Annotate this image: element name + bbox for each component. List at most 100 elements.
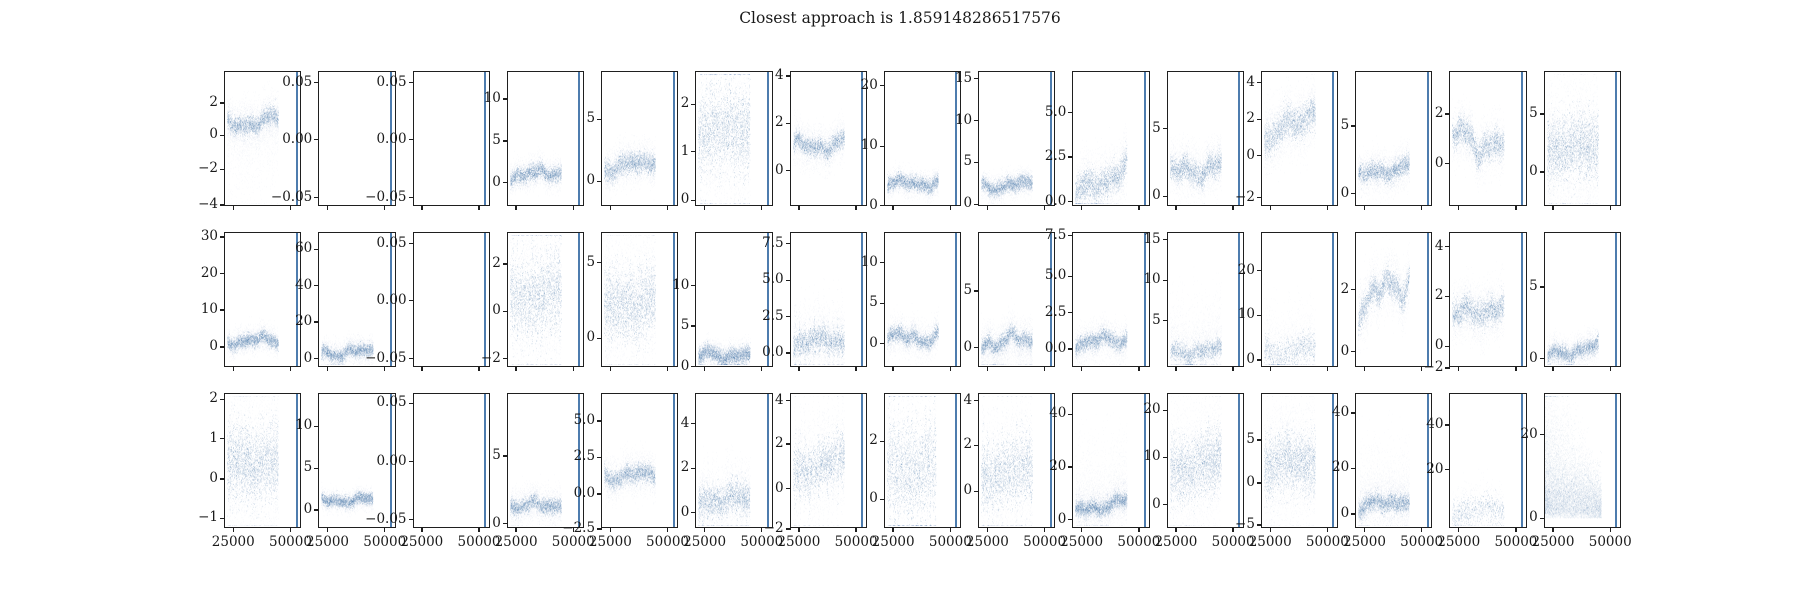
y-tick-label: 0 (1434, 337, 1444, 354)
y-tick-mark (691, 423, 697, 425)
y-tick-label: 5 (1152, 311, 1161, 328)
x-tick-label: 25000 (777, 534, 821, 550)
x-tick-mark (1458, 527, 1460, 532)
x-tick-mark (384, 366, 386, 371)
vertical-marker-line (295, 394, 298, 527)
x-tick-mark (1080, 366, 1083, 371)
y-tick-mark (1068, 156, 1074, 158)
y-tick-mark (691, 103, 697, 106)
subplot-r3c4: 5 0 25000 50000 (492, 393, 595, 550)
y-tick-mark (974, 400, 980, 402)
x-tick-mark (326, 366, 329, 371)
scatter-points (602, 72, 678, 205)
x-tick-mark (289, 205, 292, 210)
subplot-grid: 2 0 −2 −4 0.05 0.00 −0.05 0.05 0.00 −0.05 10 5 0 5 0 2 1… (198, 68, 1632, 550)
x-tick-mark (572, 527, 574, 532)
x-tick-label: 50000 (1305, 534, 1349, 550)
y-tick-label: 0 (1246, 350, 1255, 367)
scatter-points (1073, 394, 1149, 527)
y-tick-mark (502, 98, 508, 100)
x-tick-mark (1326, 527, 1329, 532)
subplot-r3c8: 2 0 25000 50000 (869, 393, 972, 550)
vertical-marker-line (1426, 233, 1429, 366)
y-tick-label: 0 (209, 338, 218, 355)
scatter-points (1450, 72, 1526, 205)
x-tick-mark (421, 366, 423, 371)
subplot-r2c12: 20 10 0 (1238, 232, 1339, 371)
x-tick-label: 25000 (1060, 534, 1104, 550)
vertical-marker-line (295, 72, 298, 205)
y-tick-mark (408, 196, 414, 199)
scatter-points (413, 72, 489, 205)
y-tick-mark (1162, 279, 1168, 281)
y-tick-label: 15 (954, 69, 973, 86)
y-tick-label: −0.05 (365, 188, 407, 205)
y-tick-mark (1068, 200, 1074, 203)
vertical-marker-line (1143, 394, 1146, 527)
scatter-points (979, 72, 1055, 205)
y-tick-label: 5 (869, 294, 878, 311)
y-tick-mark (1256, 270, 1262, 272)
subplot-r2c4: 2 0 −2 (481, 232, 585, 371)
vertical-marker-line (1238, 233, 1241, 366)
x-tick-mark (949, 205, 952, 210)
vertical-marker-line (1615, 233, 1618, 366)
subplot-r3c7: 4 2 0 −2 25000 50000 (764, 392, 878, 550)
y-tick-mark (408, 460, 414, 463)
subplot-r1c9: 15 10 5 0 (955, 70, 1056, 211)
y-tick-label: 0 (963, 195, 973, 212)
y-tick-label: 0 (303, 349, 313, 366)
y-tick-label: −2.5 (562, 520, 596, 536)
y-tick-label: 0 (1152, 495, 1161, 512)
subplot-r1c7: 4 2 0 (775, 68, 867, 210)
y-tick-label: 0 (869, 196, 878, 213)
y-tick-label: 0 (1529, 349, 1538, 366)
x-tick-mark (609, 527, 612, 532)
y-tick-label: 0.00 (376, 452, 407, 469)
scatter-points (696, 233, 772, 366)
x-tick-mark (1515, 205, 1517, 210)
y-tick-mark (1162, 409, 1168, 411)
y-tick-mark (1351, 192, 1357, 195)
y-tick-mark (597, 337, 603, 339)
x-tick-mark (761, 366, 763, 371)
y-tick-mark (408, 82, 414, 84)
x-tick-mark (232, 205, 234, 210)
vertical-marker-line (672, 72, 675, 205)
y-tick-label: 2.5 (1044, 303, 1067, 320)
y-tick-label: 10 (672, 276, 690, 293)
y-tick-label: 0 (869, 490, 878, 507)
y-tick-label: 4 (963, 391, 973, 408)
y-tick-label: 40 (1049, 405, 1067, 422)
y-tick-label: 20 (200, 264, 218, 281)
x-tick-label: 50000 (1117, 534, 1161, 550)
y-tick-label: 40 (1332, 403, 1350, 420)
vertical-marker-line (1615, 394, 1618, 527)
y-tick-mark (1539, 433, 1545, 436)
y-tick-mark (1351, 351, 1357, 353)
y-tick-mark (974, 490, 980, 492)
x-tick-mark (1175, 527, 1177, 532)
y-tick-label: 0 (775, 161, 784, 178)
y-tick-label: 2.5 (573, 448, 596, 465)
y-tick-mark (974, 161, 980, 164)
x-tick-mark (1138, 205, 1140, 210)
x-tick-mark (949, 527, 952, 532)
y-tick-label: 5 (963, 153, 973, 170)
vertical-marker-line (672, 394, 675, 527)
vertical-marker-line (1520, 394, 1523, 527)
y-tick-label: 40 (295, 276, 313, 293)
x-tick-mark (1552, 527, 1554, 532)
x-tick-label: 25000 (588, 534, 632, 550)
vertical-marker-line (1143, 72, 1146, 205)
scatter-points (696, 394, 772, 527)
x-tick-label: 25000 (400, 534, 444, 550)
x-tick-mark (666, 366, 669, 371)
vertical-marker-line (484, 72, 487, 205)
scatter-points (507, 233, 584, 366)
y-tick-label: 0.05 (376, 73, 407, 90)
y-tick-mark (220, 517, 225, 519)
